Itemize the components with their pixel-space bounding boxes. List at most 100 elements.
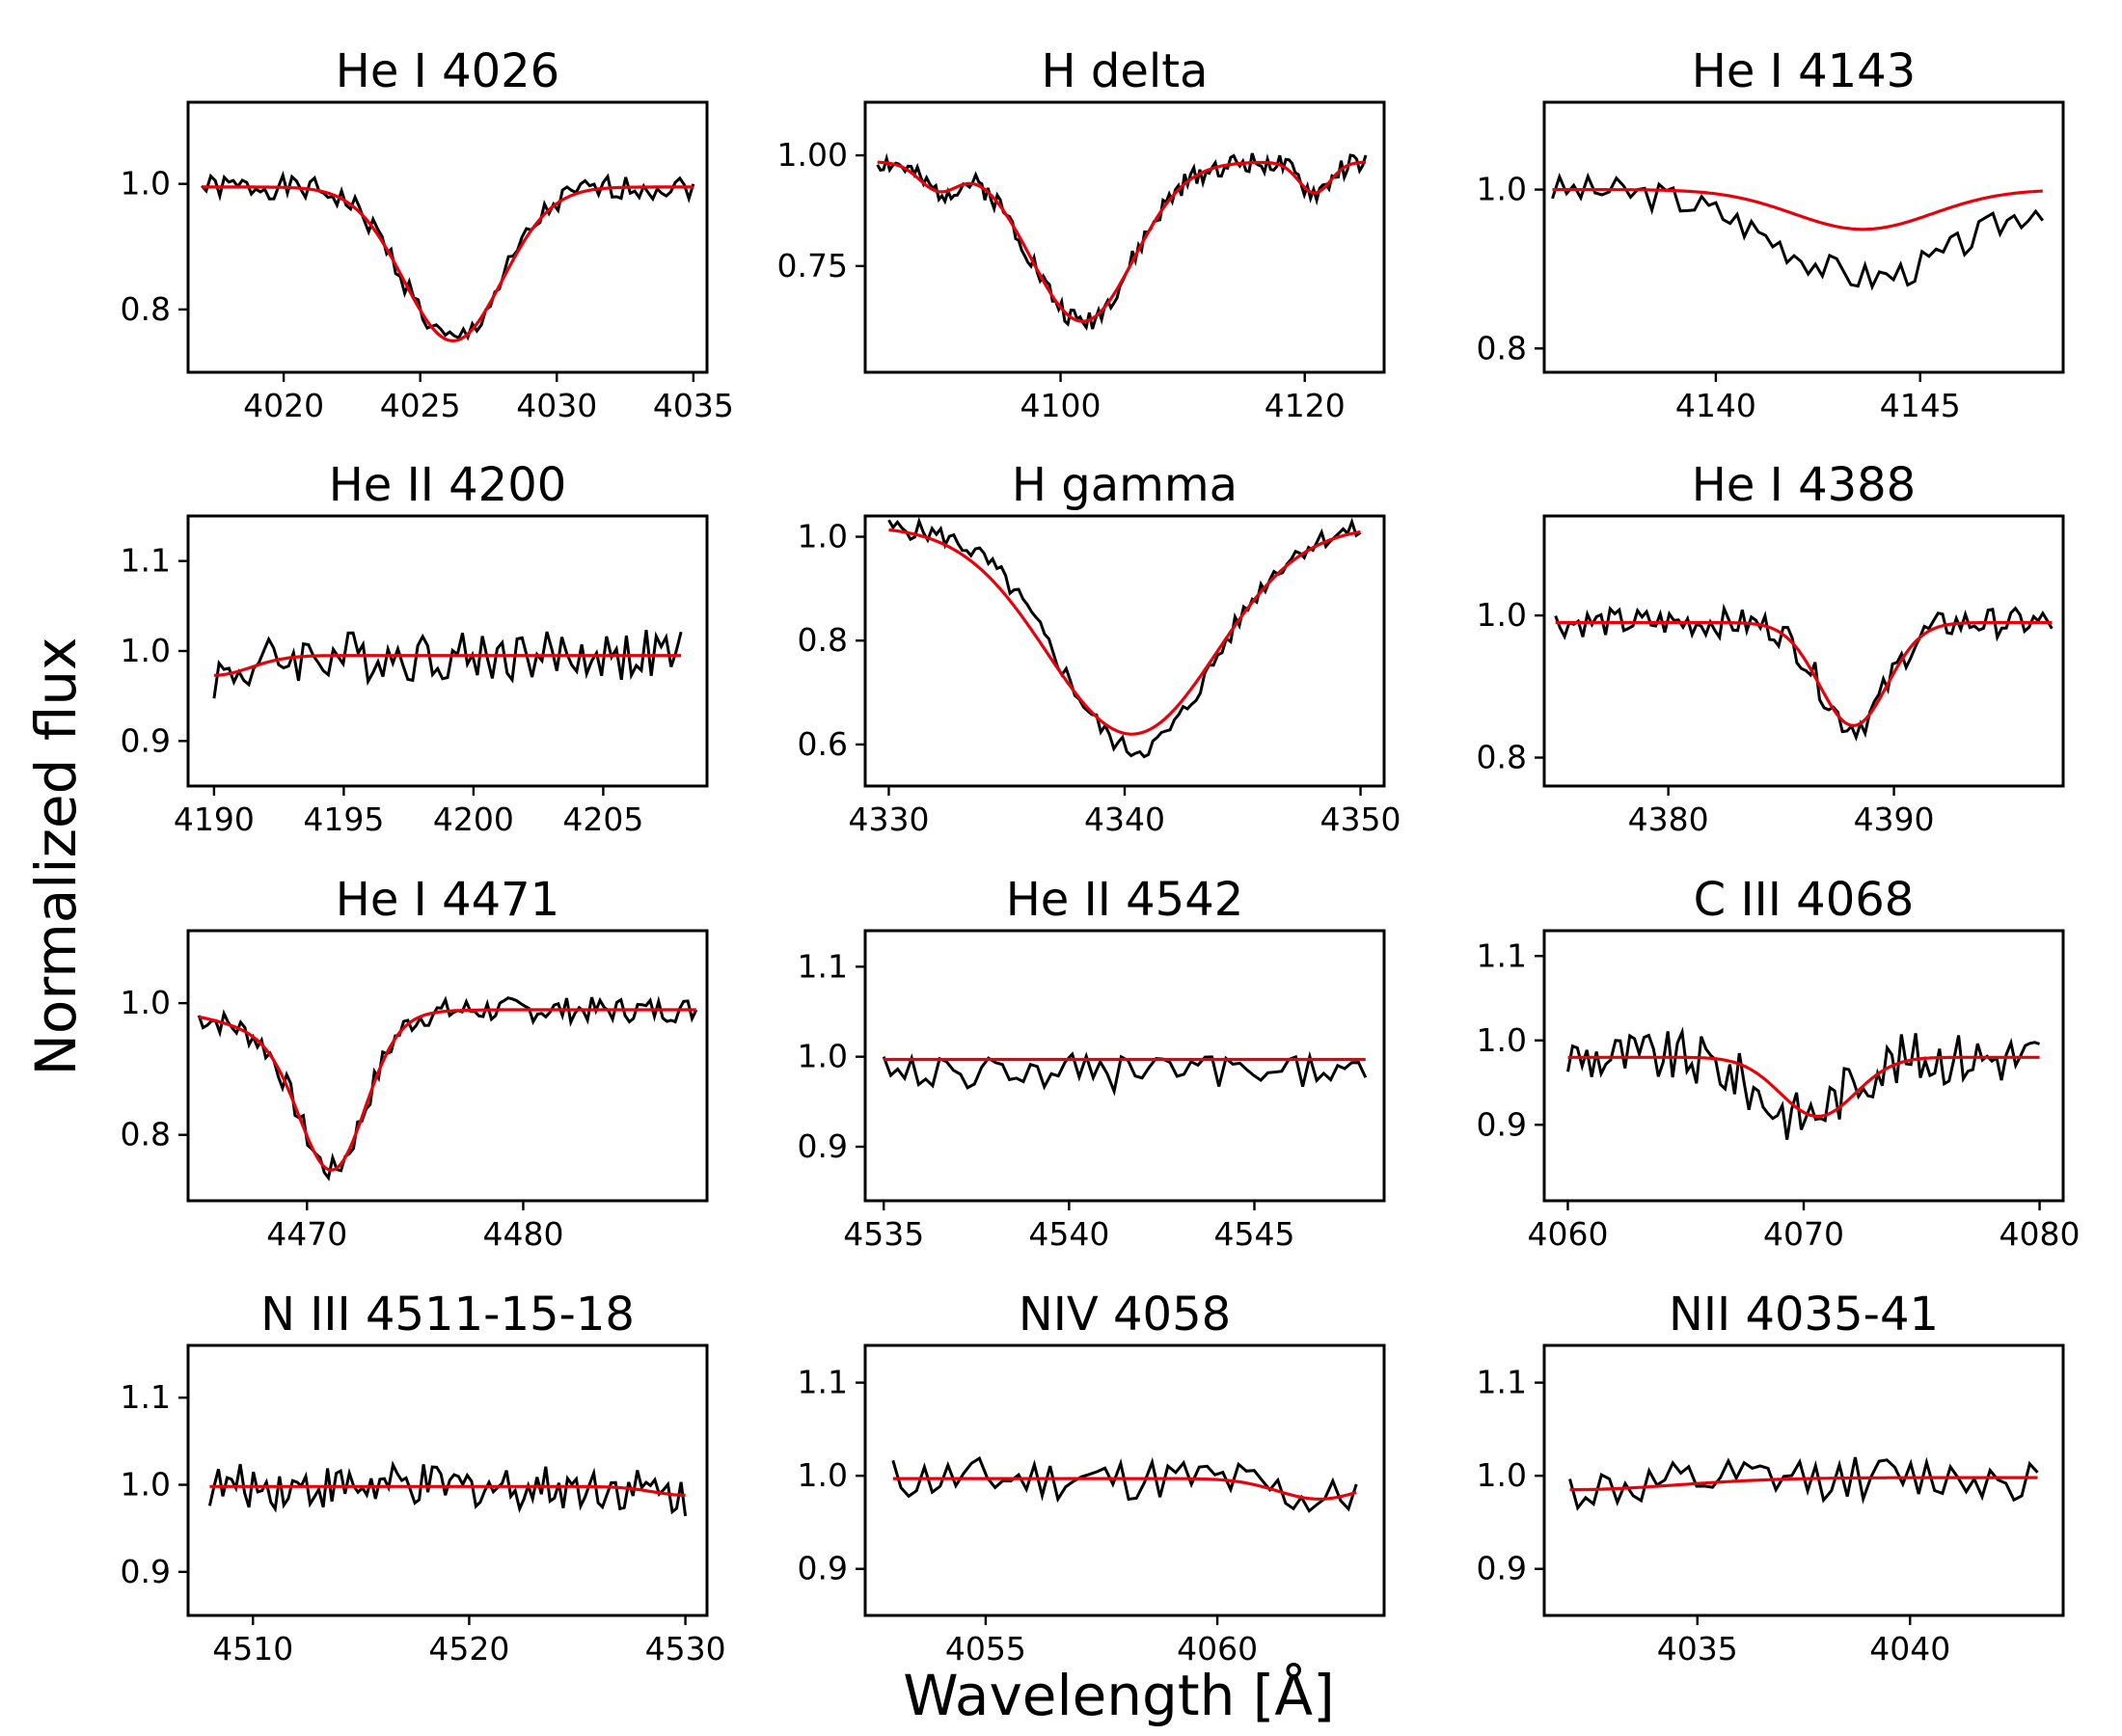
observed-spectrum xyxy=(1566,1026,2040,1140)
panel-frame xyxy=(1542,1343,2065,1617)
panel-5: He I 4388 4380 4390 0.8 1.0 xyxy=(1477,458,2065,838)
observed-spectrum xyxy=(207,1460,688,1517)
panel-frame xyxy=(1542,929,2065,1203)
y-tick-label: 0.75 xyxy=(777,247,848,285)
y-tick-label: 1.0 xyxy=(1477,596,1527,634)
model-spectrum xyxy=(198,1008,696,1172)
y-tick-label: 1.1 xyxy=(798,947,848,985)
x-tick-label: 4035 xyxy=(653,387,734,424)
panel-frame xyxy=(1542,514,2065,788)
y-tick-label: 1.0 xyxy=(121,984,171,1021)
panel-9: N III 4511-15-18 4510 4520 4530 0.9 1.0 1.1 xyxy=(121,1288,726,1668)
panel-1: H delta 4100 4120 0.75 1.00 xyxy=(777,44,1386,424)
model-spectrum xyxy=(1552,188,2043,231)
y-tick-label: 1.0 xyxy=(1477,1021,1527,1059)
panel-6: He I 4471 4470 4480 0.8 1.0 xyxy=(121,873,709,1253)
x-tick-label: 4510 xyxy=(212,1630,293,1668)
panel-frame xyxy=(863,929,1386,1203)
y-tick-label: 0.8 xyxy=(798,621,848,659)
model-spectrum xyxy=(877,160,1367,323)
y-tick-label: 0.9 xyxy=(121,1553,171,1590)
x-tick-label: 4145 xyxy=(1880,387,1961,424)
y-tick-label: 0.8 xyxy=(1477,329,1527,366)
x-tick-label: 4060 xyxy=(1527,1215,1608,1253)
y-tick-label: 0.9 xyxy=(798,1127,848,1165)
model-spectrum xyxy=(888,528,1361,736)
y-tick-label: 0.9 xyxy=(798,1550,848,1587)
y-tick-label: 0.9 xyxy=(1477,1105,1527,1143)
observed-spectrum xyxy=(887,516,1362,759)
x-tick-label: 4330 xyxy=(848,800,929,838)
model-spectrum xyxy=(213,654,682,677)
panel-3: He II 4200 4190 4195 4200 4205 0.9 1.0 1.1 xyxy=(121,458,709,838)
x-tick-label: 4140 xyxy=(1675,387,1756,424)
panel-10: NIV 4058 4055 4060 0.9 1.0 1.1 xyxy=(798,1288,1386,1668)
panel-title: N III 4511-15-18 xyxy=(260,1288,635,1342)
panel-title: He I 4471 xyxy=(336,873,559,927)
observed-spectrum xyxy=(1568,1456,2039,1511)
observed-spectrum xyxy=(1551,172,2044,291)
panel-title: He I 4026 xyxy=(336,44,559,98)
panel-title: H gamma xyxy=(1012,458,1238,512)
observed-spectrum xyxy=(1554,603,2054,742)
panel-title: He I 4388 xyxy=(1692,458,1916,512)
y-tick-label: 1.0 xyxy=(1477,171,1527,208)
panel-title: He II 4542 xyxy=(1006,873,1244,927)
model-spectrum xyxy=(1555,620,2053,728)
y-tick-label: 0.8 xyxy=(121,290,171,328)
y-tick-label: 0.8 xyxy=(1477,739,1527,776)
x-tick-label: 4195 xyxy=(303,800,384,838)
y-tick-label: 0.8 xyxy=(121,1116,171,1153)
panel-4: H gamma 4330 4340 4350 0.6 0.8 1.0 xyxy=(798,458,1401,838)
x-tick-label: 4380 xyxy=(1628,800,1709,838)
panel-8: C III 4068 4060 4070 4080 0.9 1.0 1.1 xyxy=(1477,873,2081,1253)
observed-spectrum xyxy=(212,630,683,699)
panel-2: He I 4143 4140 4145 0.8 1.0 xyxy=(1477,44,2065,424)
y-tick-label: 1.0 xyxy=(121,1466,171,1504)
panel-frame xyxy=(186,100,709,374)
y-tick-label: 1.1 xyxy=(1477,1364,1527,1401)
y-tick-label: 1.1 xyxy=(1477,936,1527,974)
model-spectrum xyxy=(892,1477,1357,1501)
y-tick-label: 1.00 xyxy=(777,136,848,174)
panel-frame xyxy=(863,1343,1386,1617)
x-axis-label: Wavelength [Å] xyxy=(903,1662,1334,1728)
x-tick-label: 4055 xyxy=(945,1630,1026,1668)
model-spectrum xyxy=(209,1484,686,1497)
x-tick-label: 4540 xyxy=(1028,1215,1109,1253)
x-tick-label: 4520 xyxy=(428,1630,509,1668)
y-tick-label: 0.9 xyxy=(121,721,171,759)
x-tick-label: 4100 xyxy=(1020,387,1102,424)
x-tick-label: 4030 xyxy=(516,387,597,424)
y-tick-label: 1.1 xyxy=(798,1364,848,1401)
model-spectrum xyxy=(202,185,694,343)
observed-spectrum xyxy=(876,152,1368,332)
x-tick-label: 4020 xyxy=(243,387,324,424)
x-tick-label: 4120 xyxy=(1265,387,1346,424)
x-tick-label: 4470 xyxy=(266,1215,347,1253)
y-tick-label: 1.1 xyxy=(121,1378,171,1416)
panel-frame xyxy=(186,1343,709,1617)
y-axis-label: Normalized flux xyxy=(23,637,89,1076)
y-tick-label: 1.0 xyxy=(798,518,848,556)
x-tick-label: 4205 xyxy=(562,800,643,838)
x-tick-label: 4035 xyxy=(1657,1630,1738,1668)
y-tick-label: 1.0 xyxy=(1477,1456,1527,1494)
panel-title: C III 4068 xyxy=(1694,873,1915,927)
x-tick-label: 4040 xyxy=(1869,1630,1950,1668)
y-tick-label: 1.0 xyxy=(121,165,171,203)
observed-spectrum xyxy=(891,1455,1358,1513)
panel-title: NII 4035-41 xyxy=(1669,1288,1939,1342)
panel-title: He I 4143 xyxy=(1692,44,1916,98)
panel-frame xyxy=(863,100,1386,374)
y-tick-label: 1.0 xyxy=(798,1038,848,1075)
model-spectrum xyxy=(1569,1476,2038,1492)
x-tick-label: 4350 xyxy=(1320,800,1401,838)
panel-0: He I 4026 4020 4025 4030 4035 0.8 1.0 xyxy=(121,44,734,424)
panel-title: He II 4200 xyxy=(329,458,567,512)
panel-title: NIV 4058 xyxy=(1019,1288,1231,1342)
y-tick-label: 0.6 xyxy=(798,725,848,763)
x-tick-label: 4535 xyxy=(843,1215,924,1253)
panel-frame xyxy=(186,929,709,1203)
